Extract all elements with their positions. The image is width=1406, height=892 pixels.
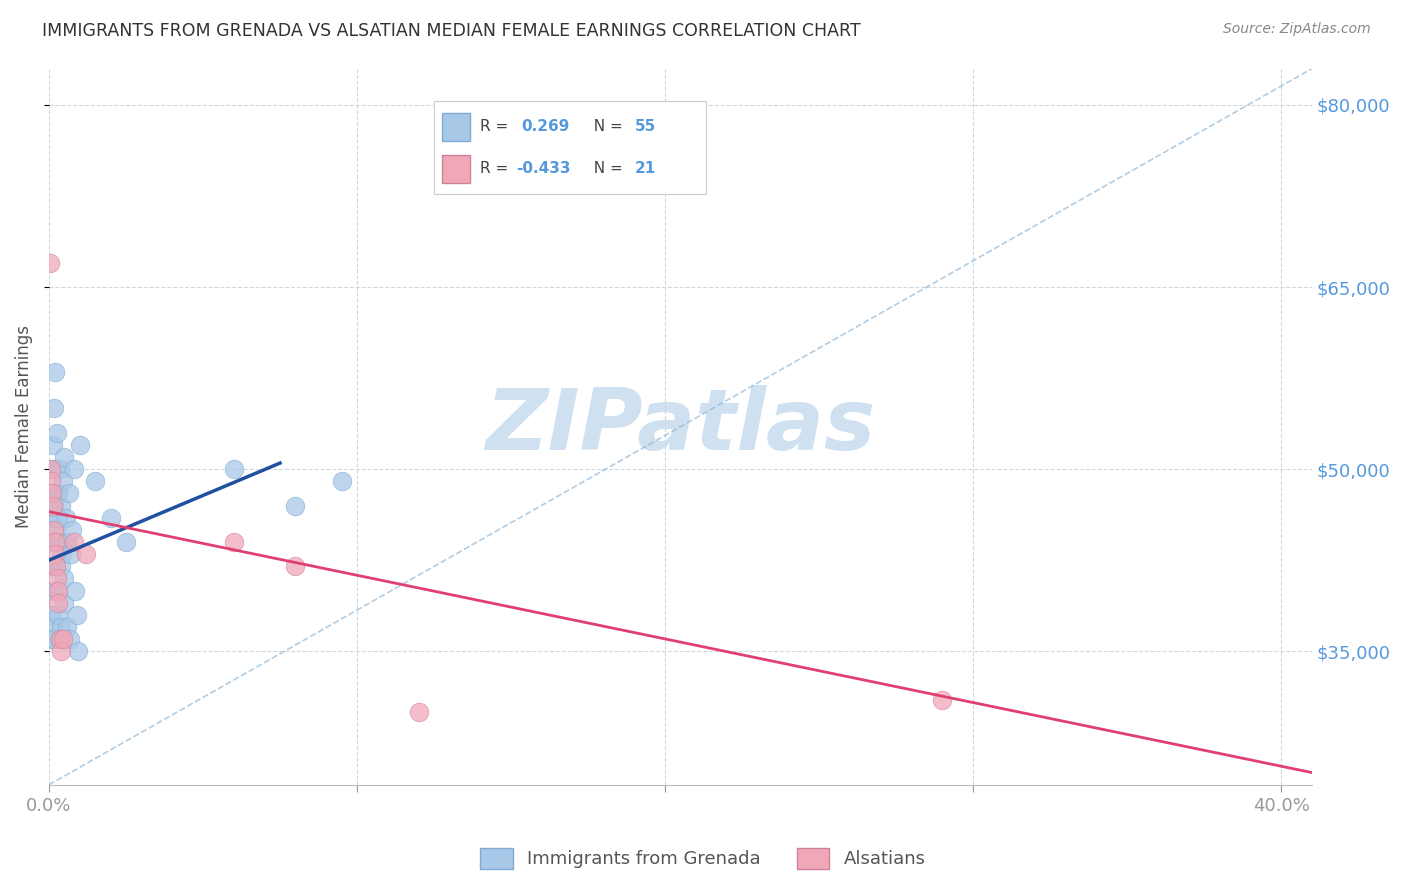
Point (51, 620, 73, 634)
Point (52, 475, 75, 489)
Point (62, 462, 84, 476)
Text: ZIPatlas: ZIPatlas (485, 385, 876, 468)
Point (44, 462, 66, 476)
Point (46, 596, 69, 610)
Point (51, 644, 73, 658)
Point (41, 535, 63, 549)
Point (59, 547, 82, 561)
Point (284, 559, 307, 574)
Point (222, 535, 245, 549)
Point (42, 499, 65, 513)
Point (52, 632, 75, 646)
Point (56, 620, 79, 634)
Point (39, 559, 62, 574)
Point (46, 486, 69, 500)
Point (45, 523, 67, 537)
Point (66, 607, 89, 622)
Point (330, 475, 353, 489)
Point (45, 425, 67, 440)
Point (52, 596, 75, 610)
Point (100, 510, 122, 524)
Point (45, 559, 67, 574)
Point (42, 523, 65, 537)
Point (42, 401, 65, 416)
Y-axis label: Median Female Earnings: Median Female Earnings (15, 326, 32, 528)
Point (44, 535, 66, 549)
Point (41, 486, 63, 500)
Point (38, 256, 60, 270)
Point (46, 510, 69, 524)
Point (75, 547, 97, 561)
Point (41, 462, 63, 476)
Point (44, 365, 66, 379)
Point (42, 632, 65, 646)
Point (48, 535, 70, 549)
Point (42, 583, 65, 598)
Point (45, 571, 67, 585)
Point (59, 632, 82, 646)
Point (931, 693, 953, 707)
Point (38, 535, 60, 549)
Point (51, 499, 73, 513)
Legend: Immigrants from Grenada, Alsatians: Immigrants from Grenada, Alsatians (472, 840, 934, 876)
Point (49, 559, 72, 574)
Point (115, 535, 138, 549)
Text: Source: ZipAtlas.com: Source: ZipAtlas.com (1223, 22, 1371, 37)
Point (56, 535, 79, 549)
Point (222, 462, 245, 476)
Point (41, 499, 63, 513)
Point (46, 607, 69, 622)
Point (39, 462, 62, 476)
Point (60, 523, 83, 537)
Point (41, 632, 63, 646)
Point (41, 475, 63, 489)
Point (44, 486, 66, 500)
Text: IMMIGRANTS FROM GRENADA VS ALSATIAN MEDIAN FEMALE EARNINGS CORRELATION CHART: IMMIGRANTS FROM GRENADA VS ALSATIAN MEDI… (42, 22, 860, 40)
Point (49, 632, 72, 646)
Point (45, 583, 67, 598)
Point (84, 475, 107, 489)
Point (44, 547, 66, 561)
Point (284, 499, 307, 513)
Point (41, 559, 63, 574)
Point (408, 705, 430, 719)
Point (41, 620, 63, 634)
Point (49, 462, 72, 476)
Point (63, 583, 86, 598)
Point (55, 510, 77, 524)
Point (53, 450, 76, 464)
Point (69, 438, 91, 452)
Point (58, 486, 80, 500)
Point (49, 632, 72, 646)
Point (41, 438, 63, 452)
Point (53, 571, 76, 585)
Point (39, 607, 62, 622)
Point (51, 547, 73, 561)
Point (44, 559, 66, 574)
Point (62, 535, 84, 549)
Point (67, 644, 90, 658)
Point (44, 535, 66, 549)
Point (39, 510, 62, 524)
Point (46, 583, 69, 598)
Point (41, 486, 63, 500)
